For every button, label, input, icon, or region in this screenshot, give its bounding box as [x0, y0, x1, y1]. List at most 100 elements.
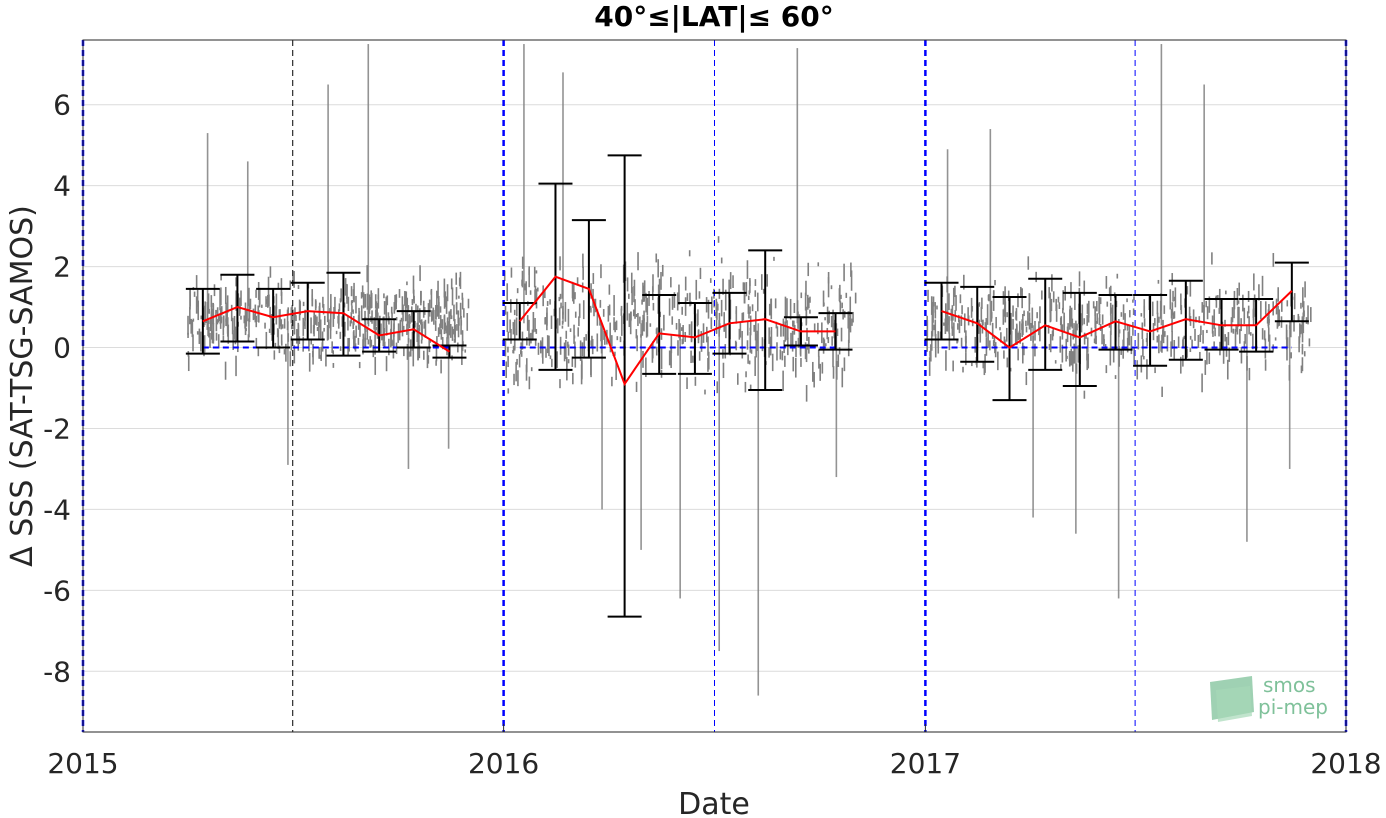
scatter-point: [415, 303, 417, 313]
scatter-point: [187, 355, 190, 372]
scatter-point: [932, 302, 934, 323]
scatter-point: [1264, 359, 1267, 371]
scatter-point: [192, 334, 194, 352]
scatter-point: [1200, 325, 1202, 335]
scatter-point: [255, 289, 257, 298]
scatter-point: [755, 338, 757, 358]
scatter-point: [840, 327, 843, 342]
scatter-point: [1290, 321, 1292, 338]
scatter-point: [521, 331, 524, 350]
scatter-point: [1173, 311, 1176, 319]
scatter-point: [355, 325, 357, 338]
scatter-point: [351, 305, 353, 313]
scatter-point: [813, 323, 816, 333]
scatter-point: [1171, 273, 1174, 286]
scatter-point: [382, 316, 385, 329]
scatter-point: [403, 346, 405, 357]
scatter-point: [420, 320, 422, 325]
scatter-point: [257, 282, 260, 300]
scatter-point: [1062, 290, 1064, 311]
scatter-point: [373, 317, 375, 330]
scatter-point: [661, 264, 664, 277]
scatter-point: [312, 350, 314, 358]
scatter-point: [412, 289, 415, 302]
scatter-point: [1096, 300, 1098, 312]
scatter-point: [408, 314, 410, 324]
scatter-point: [1237, 300, 1240, 304]
scatter-point: [1120, 348, 1122, 355]
scatter-point: [1215, 295, 1218, 308]
scatter-point: [1104, 344, 1107, 349]
scatter-point: [399, 319, 402, 333]
scatter-point: [929, 350, 931, 357]
scatter-point: [410, 317, 413, 323]
scatter-point: [1213, 309, 1216, 329]
scatter-point: [737, 373, 739, 385]
scatter-point: [1017, 293, 1019, 308]
scatter-point: [757, 323, 760, 696]
scatter-point: [515, 361, 517, 382]
scatter-point: [383, 301, 386, 315]
scatter-point: [429, 338, 431, 343]
scatter-point: [749, 315, 752, 336]
scatter-point: [453, 318, 456, 338]
scatter-point: [782, 370, 784, 391]
scatter-point: [652, 302, 655, 311]
scatter-point: [513, 373, 515, 386]
scatter-point: [457, 320, 460, 338]
scatter-point: [592, 273, 595, 285]
scatter-point: [805, 345, 808, 363]
scatter-point: [1039, 326, 1041, 342]
scatter-point: [1289, 320, 1291, 329]
scatter-point: [318, 321, 320, 341]
scatter-point: [427, 303, 430, 324]
scatter-point: [821, 322, 823, 344]
scatter-point: [843, 263, 845, 282]
scatter-point: [698, 351, 701, 361]
scatter-point: [800, 358, 802, 367]
scatter-point: [1228, 347, 1231, 362]
scatter-point: [987, 331, 989, 349]
scatter-point: [1247, 290, 1250, 302]
scatter-point: [1236, 325, 1239, 335]
scatter-point: [375, 309, 377, 327]
scatter-point: [655, 328, 658, 334]
scatter-point: [400, 317, 403, 322]
scatter-point: [1111, 304, 1114, 324]
scatter-point: [280, 340, 283, 346]
scatter-point: [679, 323, 681, 599]
scatter-point: [578, 316, 580, 327]
scatter-point: [1238, 282, 1241, 296]
scatter-point: [745, 282, 748, 297]
scatter-point: [340, 288, 342, 302]
scatter-point: [984, 354, 986, 373]
scatter-point: [273, 350, 276, 360]
scatter-point: [599, 317, 601, 326]
scatter-point: [1182, 355, 1184, 367]
scatter-point: [224, 286, 227, 305]
scatter-point: [1222, 326, 1225, 347]
scatter-point: [945, 315, 948, 332]
scatter-point: [354, 335, 356, 350]
scatter-point: [435, 341, 438, 362]
scatter-point: [812, 361, 814, 382]
scatter-point: [562, 72, 564, 324]
scatter-point: [609, 322, 611, 343]
scatter-point: [504, 305, 507, 315]
scatter-point: [257, 348, 260, 357]
scatter-point: [461, 297, 464, 310]
scatter-point: [213, 284, 216, 297]
scatter-point: [1020, 286, 1022, 296]
scatter-point: [614, 321, 616, 333]
scatter-point: [406, 297, 409, 307]
scatter-point: [428, 340, 430, 349]
scatter-point: [951, 305, 954, 315]
scatter-point: [245, 328, 247, 332]
scatter-point: [1017, 348, 1019, 361]
scatter-point: [1109, 330, 1112, 350]
scatter-point: [526, 336, 528, 346]
scatter-point: [1237, 306, 1239, 327]
scatter-point: [830, 315, 833, 328]
scatter-point: [611, 376, 613, 387]
scatter-point: [684, 297, 687, 316]
